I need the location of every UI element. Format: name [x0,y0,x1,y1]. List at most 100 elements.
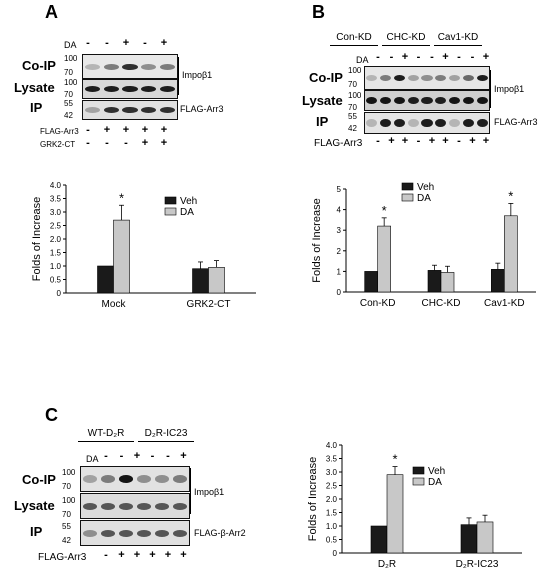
sign-plus: + [164,549,172,561]
y-tick-label: 3.5 [50,195,62,204]
panel-c-flag-label: FLAG-Arr3 [38,552,87,563]
blot-band [476,97,488,104]
sign-minus: - [143,37,147,49]
sign-minus: - [124,137,128,149]
legend-label-veh: Veh [428,466,445,477]
blot-band [435,97,447,104]
blot-band [141,86,157,92]
x-tick-label: CHC-KD [422,298,461,309]
blot-band [100,529,116,537]
panel-a-coip-label: Co-IP [22,58,56,73]
blot-band [160,63,176,70]
blot-band [407,97,419,104]
blot-band [122,107,138,113]
y-tick-label: 3.5 [326,455,338,464]
blot-band [380,75,392,81]
legend-label-da: DA [180,207,194,218]
y-axis-label: Folds of Increase [31,197,43,281]
panel-a-coip-blot [82,54,178,79]
sign-plus: + [160,37,168,49]
significance-star: * [382,203,387,218]
bar-veh [460,524,478,554]
blot-band [103,86,119,92]
panel-b-bracket [490,70,491,108]
sign-minus: - [119,450,124,462]
blot-band [393,97,405,104]
blot-band [476,75,488,81]
sign-plus: + [180,450,187,462]
panel-c-da-label: DA [86,454,99,464]
y-tick-label: 2 [337,247,342,256]
panel-b-ip-blot [364,112,490,134]
blot-band [136,502,152,510]
panel-b-flag-label: FLAG-Arr3 [314,138,363,149]
blot-band [82,475,98,483]
panel-b-coip-blot [364,66,490,90]
sign-plus: + [160,124,168,136]
sign-plus: + [122,37,130,49]
sign-plus: + [482,135,490,147]
blot-band [136,475,152,483]
x-tick-label: D₂R [378,559,396,570]
blot-band [103,107,119,113]
panel-b-letter: B [312,2,325,22]
sign-minus: - [470,51,475,63]
blot-band [421,75,433,81]
panel-a-ip-target: FLAG-Arr3 [180,104,224,114]
blot-band [462,75,474,81]
sign-minus: - [430,51,434,63]
bar-veh [364,271,378,293]
blot-band [421,119,433,127]
sign-minus: - [86,37,90,49]
panel-a-ip-label: IP [30,100,43,115]
chart-c-bar: 0 0.5 1.0 1.5 2.0 2.5 3.0 3.5 4.0 Folds of Increa… [307,441,522,570]
panel-a-da-label: DA [64,40,77,50]
blot-band [82,529,98,537]
y-tick-label: 2.5 [50,222,62,231]
blot-band [84,86,100,92]
chart-a-bar: 0 0.5 1.0 1.5 2.0 2.5 3.0 3.5 4.0 Folds of Increa… [31,181,256,310]
blot-band [407,119,419,127]
blot-band [118,502,134,510]
sign-minus: - [457,51,461,63]
sign-plus: + [180,549,187,561]
panel-c-letter: C [45,405,58,425]
blot-band [122,86,138,92]
blot-band [100,475,116,483]
y-tick-label: 1.5 [326,509,338,518]
blot-band [118,475,134,483]
blot-band [160,86,176,92]
bar-da [440,272,455,293]
blot-band [393,75,405,81]
sign-plus: + [141,124,149,136]
sign-plus: + [103,124,111,136]
x-tick-label: Con-KD [360,298,396,309]
blot-band [449,75,461,81]
sign-plus: + [388,135,395,147]
panel-c-ip-label: IP [30,524,43,539]
bar-veh [427,270,442,293]
blot-band [172,475,188,483]
legend-swatch-da [412,477,425,486]
legend-label-da: DA [417,193,431,204]
panel-a-ip-blot [82,100,178,120]
y-tick-label: 4.0 [326,441,338,450]
blot-band [172,529,188,537]
panel-c-coip-mw: 100 70 [62,468,76,491]
blot-band [435,119,447,127]
sign-minus: - [166,450,170,462]
panel-c-coip-blot [80,466,190,492]
sign-plus: + [428,135,436,147]
sign-minus: - [416,135,421,147]
y-tick-label: 2.5 [326,482,338,491]
panel-a-letter: A [45,2,58,22]
sign-minus: - [416,51,421,63]
sign-plus: + [149,549,156,561]
panel-b-coip-mw: 100 70 [348,66,362,89]
bar-da [504,215,518,293]
legend-swatch-veh [164,196,177,205]
sign-minus: - [105,37,109,49]
y-tick-label: 0 [337,288,342,297]
panel-c-target-label: Impoβ1 [194,487,225,497]
panel-b-da-label: DA [356,55,369,65]
